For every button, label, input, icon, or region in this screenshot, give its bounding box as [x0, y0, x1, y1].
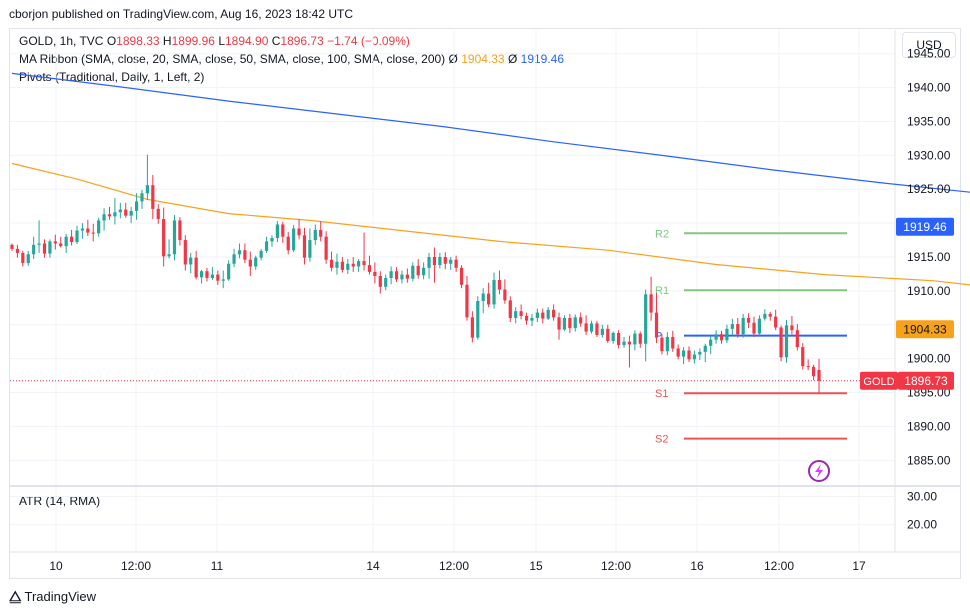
ma-ribbon-label[interactable]: MA Ribbon (SMA, close, 20, SMA, close, 5…: [19, 52, 446, 66]
open-value: 1898.33: [116, 34, 160, 48]
low-value: 1894.90: [225, 34, 269, 48]
publish-header: cborjon published on TradingView.com, Au…: [9, 7, 354, 21]
footer-brand-text: TradingView: [24, 589, 97, 604]
high-value: 1899.96: [171, 34, 215, 48]
ma-ribbon-symbol-2: Ø: [507, 52, 518, 66]
footer-brand: ⧋ TradingView: [9, 588, 96, 605]
symbol-name[interactable]: GOLD, 1h, TVC: [19, 34, 104, 48]
symbol-legend: GOLD, 1h, TVC O1898.33 H1899.96 L1894.90…: [19, 34, 410, 48]
currency-button[interactable]: USD: [902, 32, 956, 58]
change-value: −1.74 (−0.09%): [327, 34, 410, 48]
ma-ribbon-value-1: 1904.33: [461, 52, 505, 66]
tradingview-logo-icon: ⧋: [9, 588, 21, 604]
pivots-legend[interactable]: Pivots (Traditional, Daily, 1, Left, 2): [19, 70, 205, 84]
open-label: O: [106, 34, 117, 48]
chart-frame[interactable]: [9, 28, 961, 579]
ma-ribbon-symbol-1: Ø: [448, 52, 458, 66]
ma-ribbon-value-2: 1919.46: [520, 52, 565, 66]
atr-legend[interactable]: ATR (14, RMA): [19, 494, 101, 508]
close-value: 1896.73: [280, 34, 324, 48]
low-label: L: [218, 34, 225, 48]
high-label: H: [162, 34, 172, 48]
ma-legend[interactable]: MA Ribbon (SMA, close, 20, SMA, close, 5…: [19, 52, 564, 66]
close-label: C: [271, 34, 281, 48]
